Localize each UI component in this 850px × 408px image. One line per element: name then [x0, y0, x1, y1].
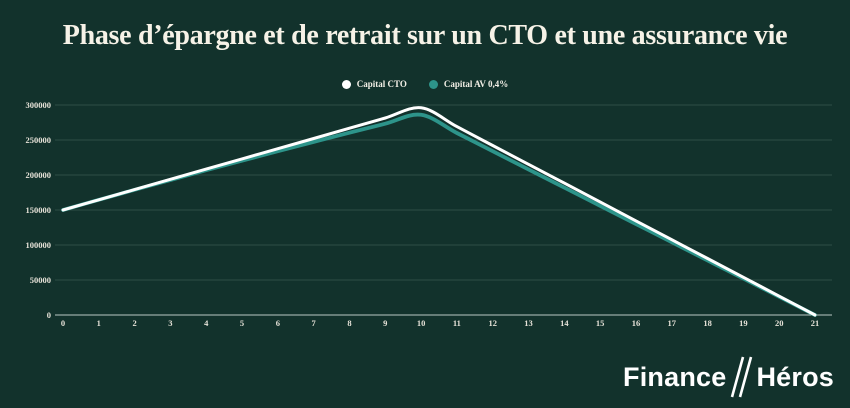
- x-tick-label: 19: [739, 318, 748, 328]
- y-tick-label: 50000: [30, 275, 51, 285]
- chart-legend: Capital CTO Capital AV 0,4%: [0, 79, 850, 89]
- x-tick-label: 14: [560, 318, 569, 328]
- y-tick-label: 0: [47, 310, 51, 320]
- brand-logo-part2: Héros: [756, 361, 834, 392]
- x-tick-label: 2: [132, 318, 136, 328]
- legend-label-capital-cto: Capital CTO: [356, 79, 407, 89]
- x-tick-label: 6: [276, 318, 280, 328]
- legend-item-capital-cto[interactable]: Capital CTO: [341, 79, 407, 89]
- legend-marker-cto-icon: [341, 79, 351, 89]
- x-tick-label: 13: [524, 318, 533, 328]
- chart-title: Phase d’épargne et de retrait sur un CTO…: [62, 20, 788, 51]
- y-tick-label: 100000: [26, 240, 52, 250]
- x-tick-label: 15: [596, 318, 605, 328]
- x-tick-label: 21: [811, 318, 820, 328]
- legend-item-capital-av[interactable]: Capital AV 0,4%: [428, 79, 509, 89]
- brand-logo: Finance Héros: [623, 356, 834, 398]
- x-tick-label: 12: [488, 318, 497, 328]
- x-tick-label: 17: [668, 318, 677, 328]
- x-tick-label: 11: [453, 318, 461, 328]
- x-tick-label: 16: [632, 318, 641, 328]
- series-line-capital-cto[interactable]: [61, 106, 817, 317]
- x-tick-label: 1: [97, 318, 101, 328]
- legend-label-capital-av: Capital AV 0,4%: [443, 79, 509, 89]
- y-tick-label: 250000: [26, 135, 52, 145]
- y-tick-label: 200000: [26, 170, 52, 180]
- double-slash-icon: [731, 356, 753, 398]
- x-tick-label: 10: [417, 318, 426, 328]
- series-line-capital-av[interactable]: [61, 112, 817, 317]
- y-tick-label: 300000: [26, 100, 52, 110]
- x-tick-label: 9: [383, 318, 387, 328]
- legend-marker-av-icon: [428, 79, 438, 89]
- y-tick-label: 150000: [26, 205, 52, 215]
- x-tick-label: 4: [204, 318, 209, 328]
- x-tick-label: 3: [168, 318, 172, 328]
- x-tick-label: 0: [61, 318, 65, 328]
- brand-logo-part1: Finance: [623, 361, 727, 392]
- x-tick-label: 20: [775, 318, 784, 328]
- x-tick-label: 18: [703, 318, 712, 328]
- x-tick-label: 8: [347, 318, 351, 328]
- x-tick-label: 5: [240, 318, 244, 328]
- x-tick-label: 7: [312, 318, 317, 328]
